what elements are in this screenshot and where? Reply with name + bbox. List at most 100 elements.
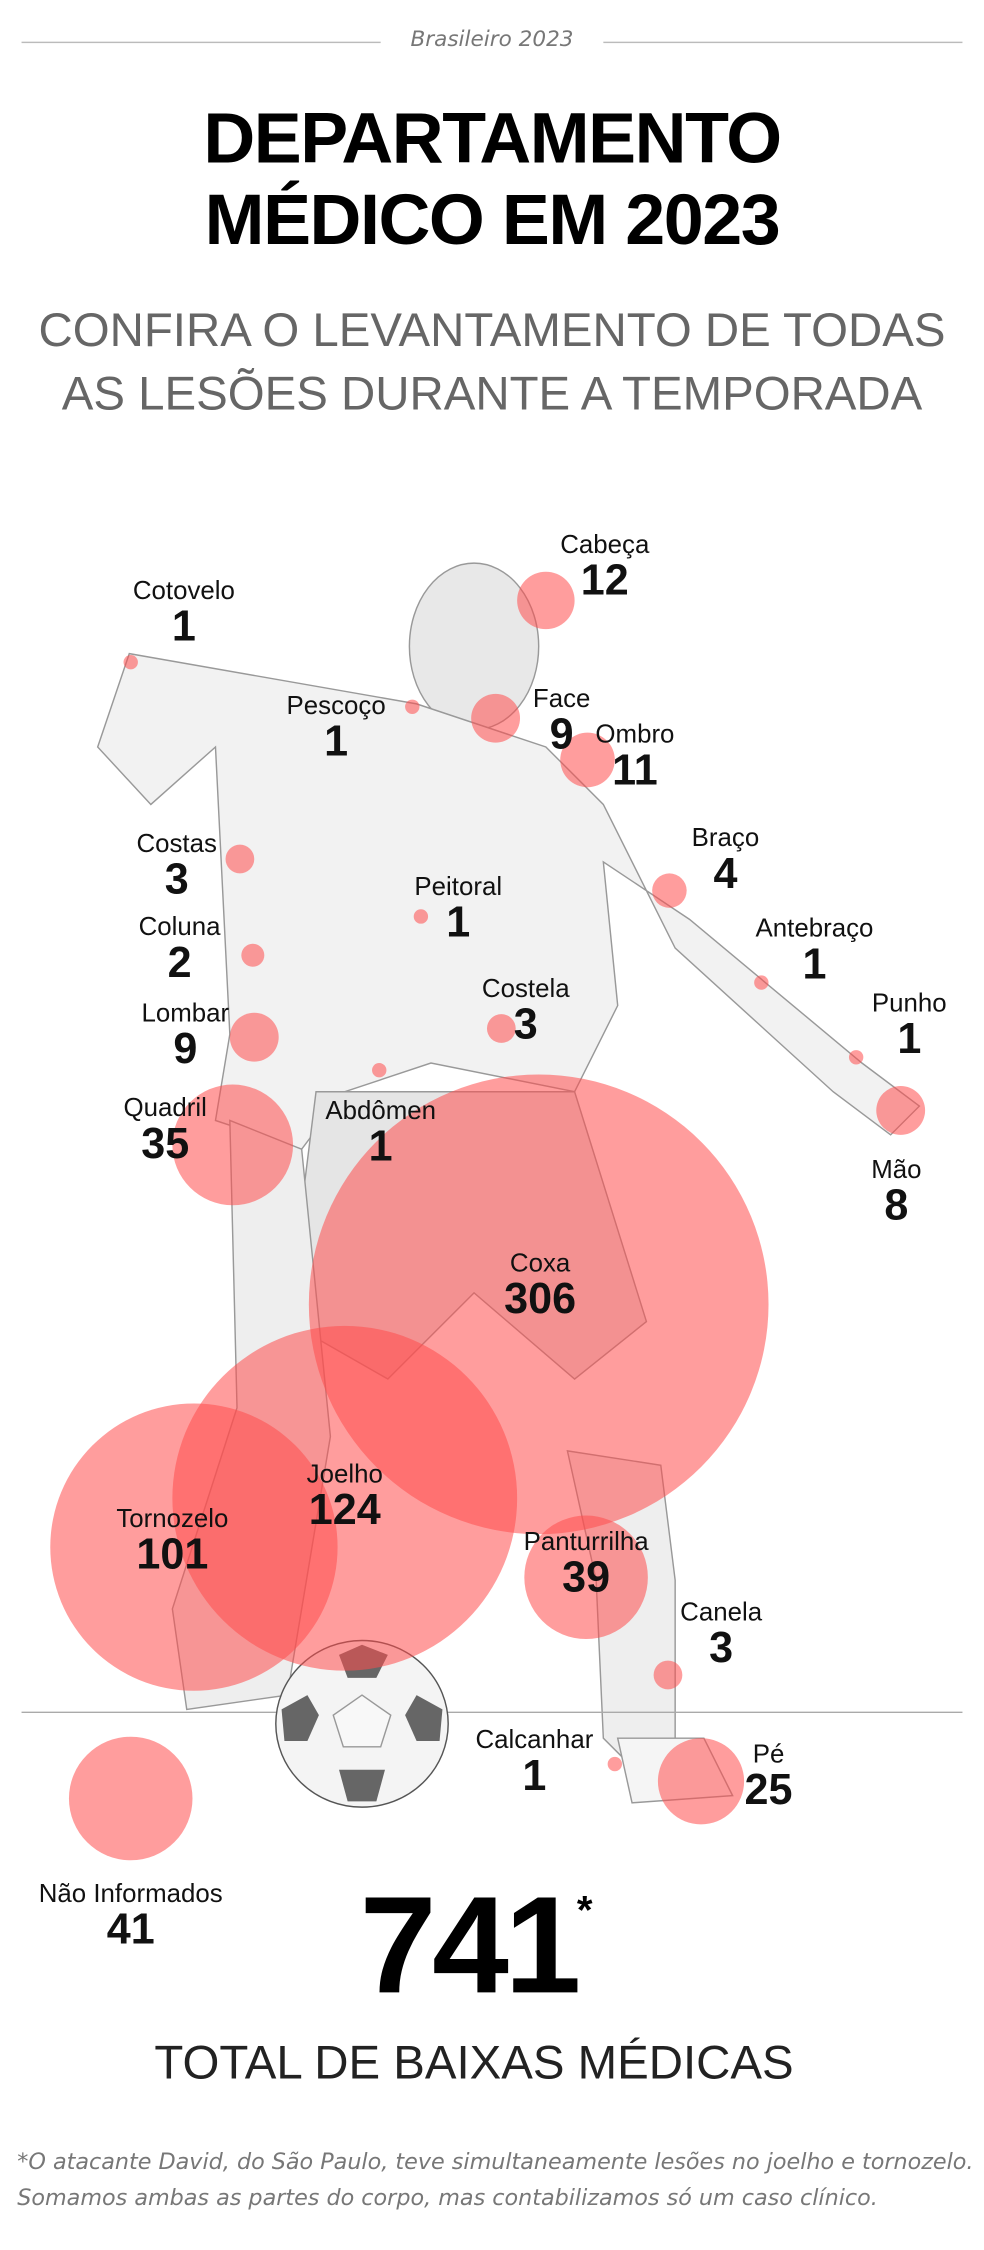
bubble-tornozelo (50, 1403, 338, 1691)
injury-count: 3 (709, 1624, 734, 1673)
injury-count: 9 (173, 1025, 198, 1074)
label-tornozelo: Tornozelo 101 (116, 1503, 228, 1578)
injury-count: 35 (141, 1120, 190, 1168)
subtitle-line-1: CONFIRA O LEVANTAMENTO DE TODAS (38, 303, 946, 357)
label-cotovelo: Cotovelo 1 (133, 575, 235, 650)
injury-name: Pé (752, 1739, 785, 1769)
bubble-canela (653, 1660, 683, 1690)
injury-count: 8 (884, 1182, 909, 1230)
bubble-cotovelo (123, 655, 138, 670)
subtitle-line-2: AS LESÕES DURANTE A TEMPORADA (61, 366, 923, 420)
injury-count: 41 (106, 1906, 155, 1954)
injury-name: Calcanhar (475, 1725, 594, 1754)
injury-name: Ombro (595, 719, 675, 749)
injury-name: Canela (680, 1597, 763, 1627)
bubble-quadril (172, 1084, 294, 1206)
bubble-costela (486, 1014, 516, 1043)
player-figure (21, 562, 963, 1861)
bubble-abdomen (372, 1063, 387, 1078)
injury-name: Costas (136, 828, 217, 858)
injury-name: Quadril (123, 1093, 207, 1122)
bubble-costas (225, 844, 255, 874)
injury-name: Punho (871, 988, 947, 1018)
label-punho: Punho 1 (872, 987, 947, 1062)
bubble-lombar (229, 1012, 279, 1062)
bubble-punho (848, 1050, 864, 1065)
injury-count: 25 (744, 1766, 793, 1815)
injury-name: Antebraço (755, 913, 874, 943)
bubble-peitoral (413, 909, 429, 924)
label-costela: Costela 3 (482, 973, 570, 1048)
bubble-braco (652, 873, 687, 908)
injury-name: Pescoço (286, 690, 386, 720)
bubble-pescoco (405, 699, 420, 714)
injury-name: Face (532, 683, 591, 713)
bubble-face (471, 693, 521, 743)
page-title: DEPARTAMENTO MÉDICO EM 2023 (0, 98, 984, 262)
injury-name: Tornozelo (116, 1504, 229, 1533)
player-shirt (96, 652, 921, 1151)
injury-name: Coluna (138, 912, 221, 941)
label-joelho: Joelho 124 (307, 1458, 383, 1533)
injury-count: 1 (324, 718, 349, 766)
injury-name: Cabeça (560, 530, 650, 559)
injury-count: 11 (612, 746, 658, 795)
label-lombar: Lombar 9 (141, 997, 229, 1072)
bubble-cabeca (517, 571, 575, 630)
bubble-pe (657, 1738, 745, 1825)
injury-count: 3 (513, 1001, 538, 1049)
label-calcanhar: Calcanhar 1 (475, 1724, 593, 1799)
label-panturrilha: Panturrilha 39 (524, 1526, 649, 1601)
injury-count: 1 (897, 1015, 922, 1064)
label-canela: Canela 3 (680, 1596, 762, 1671)
injury-count: 3 (164, 856, 189, 904)
injury-name: Coxa (509, 1248, 571, 1278)
injury-count: 39 (562, 1554, 611, 1602)
bubble-mao (876, 1085, 926, 1135)
title-line-1: DEPARTAMENTO (203, 97, 782, 179)
label-braco: Braço 4 (692, 822, 760, 897)
kicker-rule-left (21, 41, 381, 44)
injury-name: Peitoral (414, 871, 503, 901)
injury-count: 306 (504, 1275, 577, 1324)
title-line-2: MÉDICO EM 2023 (204, 179, 781, 261)
kicker-rule-right (603, 41, 963, 44)
injury-count: 1 (446, 899, 471, 947)
subtitle: CONFIRA O LEVANTAMENTO DE TODAS AS LESÕE… (0, 299, 984, 425)
injury-name: Cotovelo (132, 576, 235, 605)
bubble-ombro (560, 732, 615, 788)
label-coxa: Coxa 306 (504, 1247, 576, 1322)
kicker: Brasileiro 2023 (410, 25, 574, 52)
footnote: *O atacante David, do São Paulo, teve si… (17, 2145, 979, 2217)
bubble-calcanhar (607, 1756, 623, 1772)
bubble-coluna (241, 943, 265, 967)
injury-count: 1 (171, 603, 196, 651)
label-costas: Costas 3 (136, 827, 216, 902)
label-antebraco: Antebraço 1 (756, 912, 874, 987)
injury-name: Joelho (306, 1459, 383, 1489)
label-nao-informados: Não Informados 41 (39, 1878, 223, 1953)
label-mao: Mão 8 (871, 1154, 921, 1229)
label-abdomen: Abdômen 1 (325, 1095, 436, 1170)
bubble-antebraco (754, 975, 769, 990)
player-head (408, 562, 540, 731)
injury-name: Panturrilha (523, 1526, 649, 1556)
total-asterisk: * (576, 1887, 593, 1933)
footnote-line-2: Somamos ambas as partes do corpo, mas co… (17, 2184, 878, 2211)
injury-count: 1 (368, 1123, 393, 1171)
label-pescoco: Pescoço 1 (287, 690, 386, 765)
label-peitoral: Peitoral 1 (414, 871, 502, 946)
label-ombro: Ombro 11 (595, 718, 674, 793)
injury-count: 101 (136, 1531, 209, 1579)
injury-name: Abdômen (325, 1096, 437, 1125)
injury-count: 1 (802, 940, 827, 989)
label-pe: Pé 25 (745, 1738, 793, 1813)
bubble-panturrilha (524, 1515, 648, 1640)
injury-name: Não Informados (38, 1878, 223, 1908)
label-quadril: Quadril 35 (124, 1092, 207, 1167)
total-count: 741* (0, 1867, 948, 2025)
label-cabeca: Cabeça 12 (560, 529, 649, 604)
injury-count: 124 (308, 1486, 381, 1535)
injury-count: 1 (522, 1752, 547, 1800)
